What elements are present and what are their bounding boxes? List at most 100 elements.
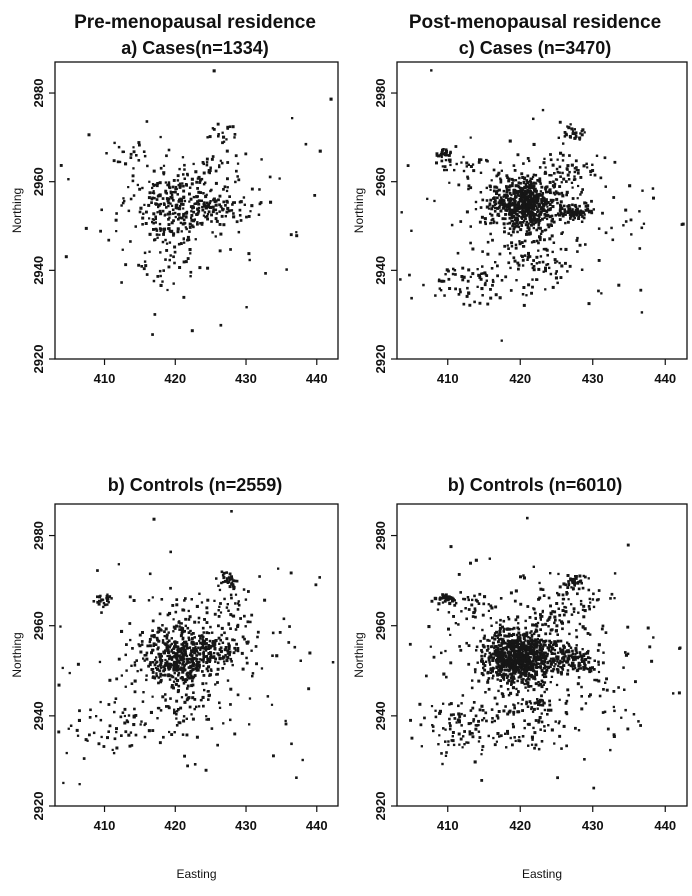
- data-point: [590, 211, 594, 215]
- data-point: [574, 178, 577, 181]
- data-point: [466, 279, 470, 283]
- data-point: [437, 743, 440, 746]
- data-point: [480, 654, 483, 658]
- data-point: [513, 661, 517, 665]
- data-point: [528, 255, 532, 258]
- data-point: [163, 214, 166, 217]
- data-point: [164, 658, 167, 662]
- data-point: [480, 649, 483, 652]
- data-point: [572, 588, 575, 591]
- data-point: [514, 246, 518, 250]
- data-point: [597, 598, 600, 601]
- data-point: [182, 715, 186, 718]
- data-point: [549, 153, 552, 156]
- data-point: [140, 720, 143, 723]
- data-point: [138, 143, 141, 147]
- data-point: [514, 206, 517, 210]
- data-point: [527, 642, 530, 646]
- data-point: [197, 621, 200, 624]
- data-point: [510, 664, 514, 668]
- data-point: [153, 635, 156, 639]
- data-point: [175, 603, 179, 607]
- data-point: [526, 190, 530, 194]
- data-point: [498, 632, 501, 636]
- data-point: [446, 154, 450, 157]
- data-point: [68, 671, 71, 675]
- data-point: [546, 253, 549, 257]
- data-point: [512, 164, 516, 167]
- data-point: [549, 198, 553, 202]
- data-point: [579, 579, 583, 583]
- data-point: [231, 203, 234, 206]
- data-point: [151, 191, 154, 194]
- data-point: [533, 188, 536, 191]
- data-point: [168, 662, 172, 666]
- data-point: [538, 177, 542, 181]
- data-point: [156, 211, 159, 214]
- data-point: [496, 274, 499, 278]
- data-point: [205, 163, 209, 167]
- data-point: [436, 608, 440, 611]
- data-point: [574, 205, 578, 209]
- data-point: [457, 293, 461, 296]
- data-point: [539, 587, 543, 591]
- data-point: [461, 278, 465, 282]
- data-point: [587, 605, 591, 608]
- data-point: [651, 187, 655, 190]
- data-point: [166, 644, 170, 648]
- data-point: [113, 141, 116, 145]
- data-point: [202, 674, 206, 677]
- data-point: [166, 660, 169, 663]
- data-point: [186, 235, 190, 239]
- data-point: [520, 663, 524, 667]
- data-point: [195, 669, 198, 672]
- data-point: [578, 204, 581, 208]
- data-point: [468, 732, 472, 736]
- data-point: [527, 722, 531, 726]
- data-point: [548, 639, 551, 643]
- data-point: [166, 199, 169, 203]
- data-point: [630, 233, 633, 236]
- data-point: [473, 760, 477, 764]
- data-point: [535, 657, 538, 661]
- data-point: [175, 713, 178, 716]
- data-point: [553, 172, 556, 175]
- data-point: [505, 185, 508, 188]
- data-point: [641, 189, 644, 192]
- data-point: [557, 572, 560, 576]
- data-point: [138, 633, 142, 637]
- data-point: [145, 120, 149, 123]
- data-point: [223, 662, 226, 666]
- data-point: [571, 132, 575, 135]
- data-point: [257, 213, 261, 216]
- data-point: [222, 135, 226, 139]
- data-point: [131, 179, 135, 183]
- data-point: [138, 210, 142, 214]
- data-point: [129, 731, 133, 734]
- data-point: [624, 708, 627, 712]
- data-point: [440, 279, 444, 283]
- data-point: [406, 164, 410, 167]
- data-point: [597, 679, 601, 683]
- data-point: [528, 186, 532, 190]
- data-point: [233, 646, 236, 650]
- data-point: [532, 607, 536, 611]
- data-point: [158, 233, 161, 236]
- data-point: [160, 598, 164, 601]
- data-point: [512, 211, 516, 215]
- data-point: [556, 260, 559, 263]
- data-point: [582, 615, 586, 619]
- data-point: [125, 643, 128, 646]
- data-point: [204, 645, 208, 649]
- data-point: [540, 185, 544, 189]
- data-point: [176, 650, 180, 654]
- data-point: [517, 676, 520, 679]
- data-point: [170, 733, 174, 736]
- data-point: [528, 183, 532, 187]
- data-point: [186, 764, 189, 768]
- data-point: [196, 222, 199, 226]
- data-point: [521, 656, 524, 660]
- data-point: [293, 645, 297, 649]
- data-point: [214, 203, 218, 207]
- data-point: [537, 241, 540, 245]
